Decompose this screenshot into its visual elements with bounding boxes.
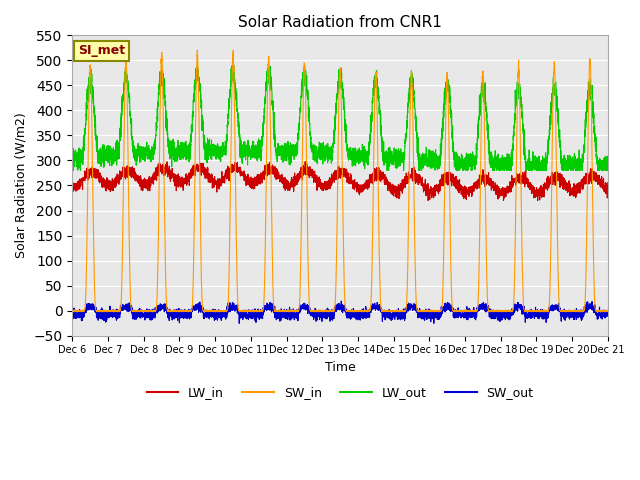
LW_in [491,187,499,193]
Text: SI_met: SI_met [77,44,125,57]
SW_out [236,321,243,326]
LW_out [68,153,76,159]
SW_in [604,307,612,313]
LW_out [604,168,612,173]
LW_in [431,188,438,194]
LW_in [424,198,432,204]
LW_in [68,181,76,187]
SW_in [604,308,611,313]
SW_in [491,308,499,314]
SW_in [70,309,77,314]
LW_in [604,195,611,201]
SW_in [165,307,173,313]
LW_out [460,158,468,164]
LW_in [604,180,612,185]
LW_in [460,194,468,200]
LW_out [158,62,166,68]
SW_out [604,311,611,317]
X-axis label: Time: Time [324,361,355,374]
SW_in [460,307,468,313]
SW_out [491,310,499,316]
LW_out [69,168,77,173]
Y-axis label: Solar Radiation (W/m2): Solar Radiation (W/m2) [15,113,28,258]
LW_out [320,149,328,155]
SW_out [431,312,438,317]
SW_out [68,314,76,320]
LW_out [604,168,611,173]
Line: LW_in: LW_in [72,162,608,201]
SW_out [337,298,345,304]
Line: SW_out: SW_out [72,301,608,324]
SW_out [604,310,612,315]
SW_out [164,313,172,319]
LW_out [491,156,499,162]
SW_in [193,47,201,53]
SW_out [460,312,468,317]
LW_out [165,150,173,156]
LW_in [164,170,172,176]
SW_in [320,308,328,313]
Line: SW_in: SW_in [72,50,608,312]
SW_in [68,308,76,314]
Title: Solar Radiation from CNR1: Solar Radiation from CNR1 [238,15,442,30]
LW_out [431,161,438,167]
Line: LW_out: LW_out [72,65,608,170]
SW_in [431,308,438,313]
Legend: LW_in, SW_in, LW_out, SW_out: LW_in, SW_in, LW_out, SW_out [141,382,539,405]
SW_out [320,312,328,318]
LW_in [301,159,309,165]
LW_in [320,185,328,191]
